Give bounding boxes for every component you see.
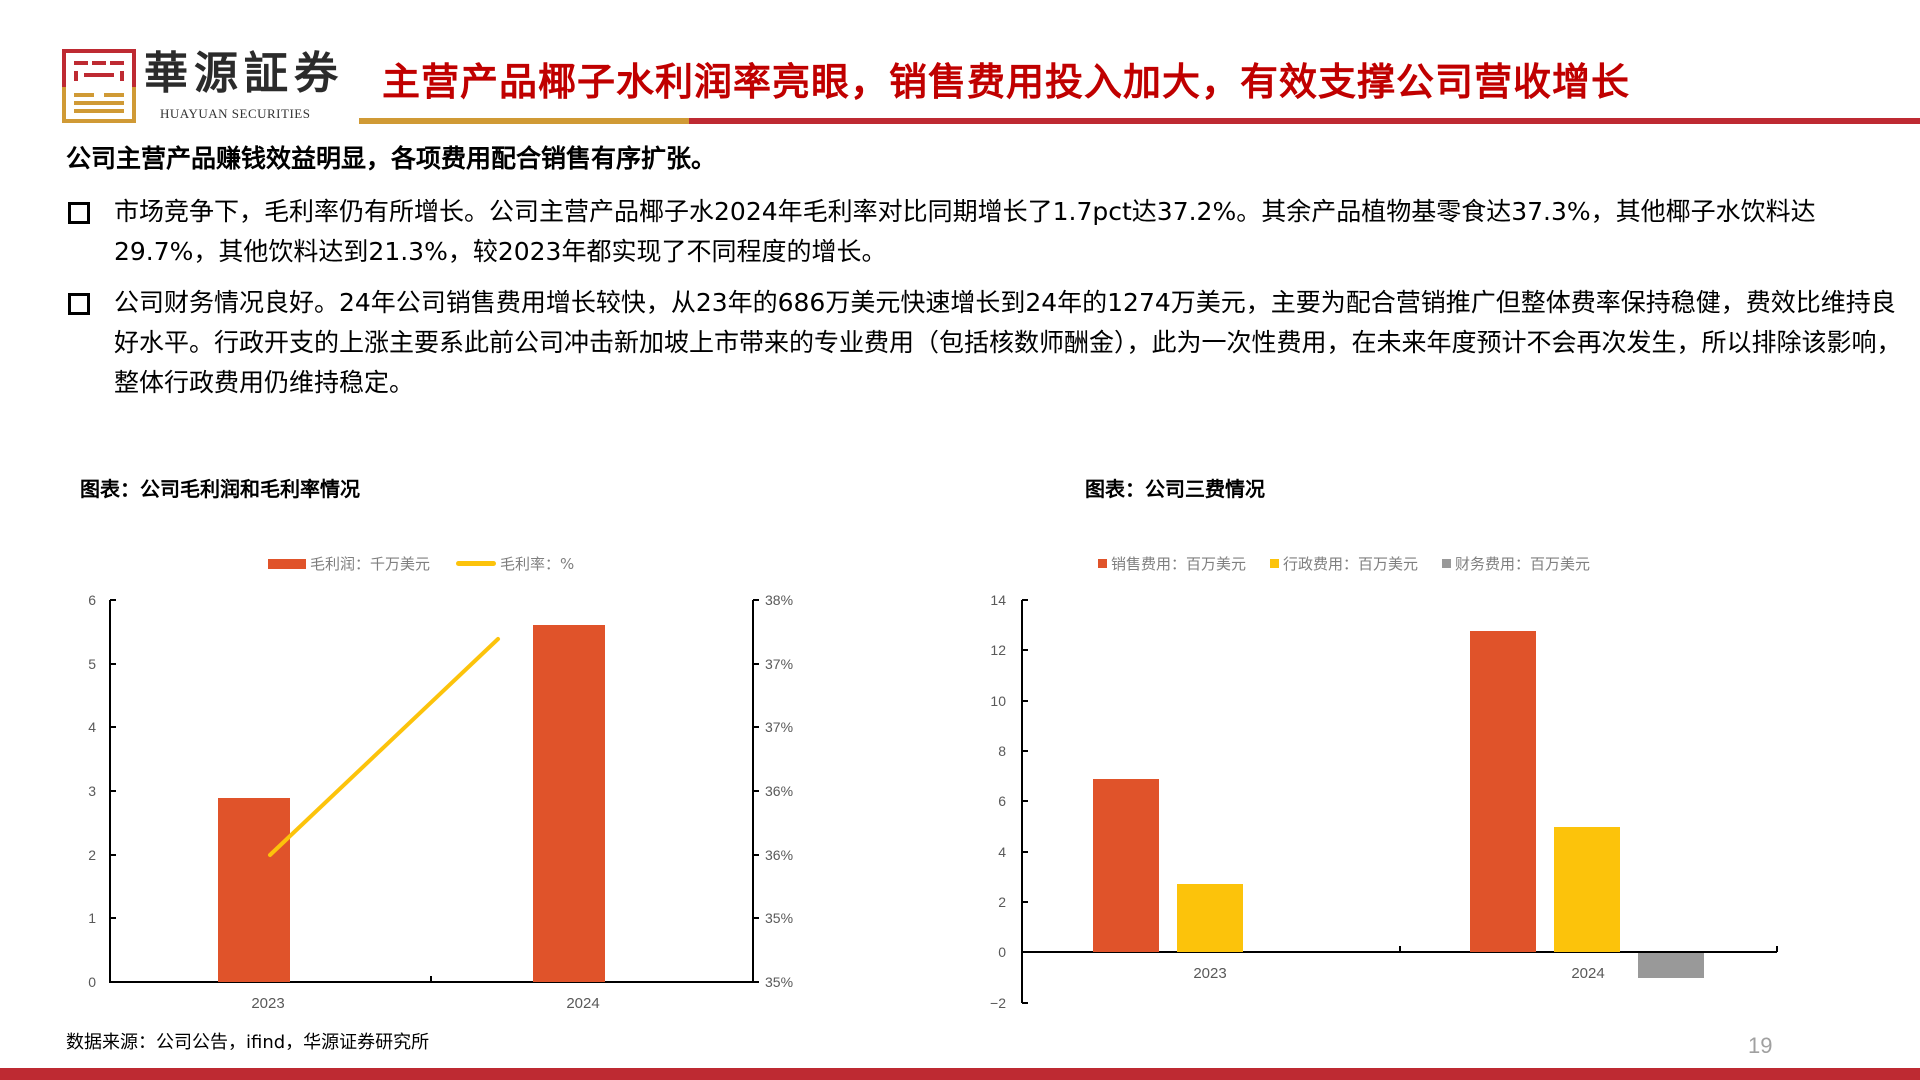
expenses-chart: −2 0 2 4 6 8 10 12 14 2023 2024 xyxy=(990,592,1778,1011)
legend-swatch-line xyxy=(456,561,497,566)
svg-text:38%: 38% xyxy=(765,592,793,608)
page-title: 主营产品椰子水利润率亮眼，销售费用投入加大，有效支撑公司营收增长 xyxy=(382,59,1631,104)
logo-text: 華源証券 xyxy=(144,48,344,99)
svg-text:36%: 36% xyxy=(765,847,793,863)
svg-text:2024: 2024 xyxy=(1571,965,1604,982)
bar-2023-gross-profit xyxy=(218,798,290,982)
svg-text:6: 6 xyxy=(88,592,96,608)
legend-swatch-admin xyxy=(1270,559,1280,568)
svg-text:−2: −2 xyxy=(990,995,1006,1011)
legend-label: 财务费用：百万美元 xyxy=(1455,555,1591,573)
svg-text:14: 14 xyxy=(990,592,1006,608)
svg-text:2023: 2023 xyxy=(1193,965,1226,982)
bullet-text: 公司财务情况良好。24年公司销售费用增长较快，从23年的686万美元快速增长到2… xyxy=(114,288,1902,397)
svg-text:6: 6 xyxy=(998,793,1006,809)
legend-label: 行政费用：百万美元 xyxy=(1283,555,1419,573)
bar-2024-finance-expense xyxy=(1638,953,1704,978)
legend-swatch-bar xyxy=(268,558,306,569)
chart-legend: 销售费用：百万美元 行政费用：百万美元 财务费用：百万美元 xyxy=(1098,553,1590,574)
svg-text:3: 3 xyxy=(88,783,96,799)
svg-text:2023: 2023 xyxy=(251,995,284,1012)
bar-2024-admin-expense xyxy=(1554,827,1620,952)
svg-text:35%: 35% xyxy=(765,910,793,926)
bullet-text: 市场竞争下，毛利率仍有所增长。公司主营产品椰子水2024年毛利率对比同期增长了1… xyxy=(114,197,1816,266)
data-source: 数据来源：公司公告，ifind，华源证券研究所 xyxy=(66,1032,430,1053)
bullet-item: 公司财务情况良好。24年公司销售费用增长较快，从23年的686万美元快速增长到2… xyxy=(68,283,1908,403)
svg-text:0: 0 xyxy=(998,944,1006,960)
page-number: 19 xyxy=(1748,1033,1773,1058)
logo-icon xyxy=(62,49,136,123)
svg-text:2: 2 xyxy=(998,894,1006,910)
svg-text:8: 8 xyxy=(998,743,1006,759)
lead-statement: 公司主营产品赚钱效益明显，各项费用配合销售有序扩张。 xyxy=(66,144,717,173)
bar-2023-sales-expense xyxy=(1093,779,1159,952)
svg-text:2: 2 xyxy=(88,847,96,863)
header-divider-gold xyxy=(359,118,689,124)
svg-text:0: 0 xyxy=(88,974,96,990)
svg-text:37%: 37% xyxy=(765,719,793,735)
svg-text:35%: 35% xyxy=(765,974,793,990)
legend-swatch-sales xyxy=(1098,559,1107,568)
svg-text:5: 5 xyxy=(88,656,96,672)
legend-swatch-finance xyxy=(1442,559,1452,568)
legend-label: 毛利率：% xyxy=(500,555,575,573)
bullet-item: 市场竞争下，毛利率仍有所增长。公司主营产品椰子水2024年毛利率对比同期增长了1… xyxy=(68,192,1908,272)
gross-profit-chart: 0 1 2 3 4 5 6 35% 35% 36% 36% 37% 37% 38… xyxy=(88,592,793,1012)
svg-text:2024: 2024 xyxy=(566,995,599,1012)
header-divider-red xyxy=(689,118,1920,124)
svg-text:10: 10 xyxy=(990,693,1006,709)
chart-title-expenses: 图表：公司三费情况 xyxy=(1085,477,1265,501)
square-bullet-icon xyxy=(68,293,90,315)
legend-label: 毛利润：千万美元 xyxy=(310,555,431,573)
bar-2024-gross-profit xyxy=(533,625,605,982)
chart-legend: 毛利润：千万美元 毛利率：% xyxy=(268,553,574,574)
bar-2023-admin-expense xyxy=(1177,884,1243,952)
footer-bar xyxy=(0,1068,1920,1080)
svg-text:1: 1 xyxy=(88,910,96,926)
gross-margin-line xyxy=(268,637,500,857)
svg-text:12: 12 xyxy=(990,642,1006,658)
bar-2024-sales-expense xyxy=(1470,631,1536,952)
chart-title-gross-profit: 图表：公司毛利润和毛利率情况 xyxy=(80,477,360,501)
svg-text:4: 4 xyxy=(88,719,96,735)
svg-text:37%: 37% xyxy=(765,656,793,672)
svg-text:36%: 36% xyxy=(765,783,793,799)
svg-text:4: 4 xyxy=(998,844,1006,860)
legend-label: 销售费用：百万美元 xyxy=(1111,555,1247,573)
logo-subtitle: HUAYUAN SECURITIES xyxy=(160,106,311,121)
square-bullet-icon xyxy=(68,202,90,224)
